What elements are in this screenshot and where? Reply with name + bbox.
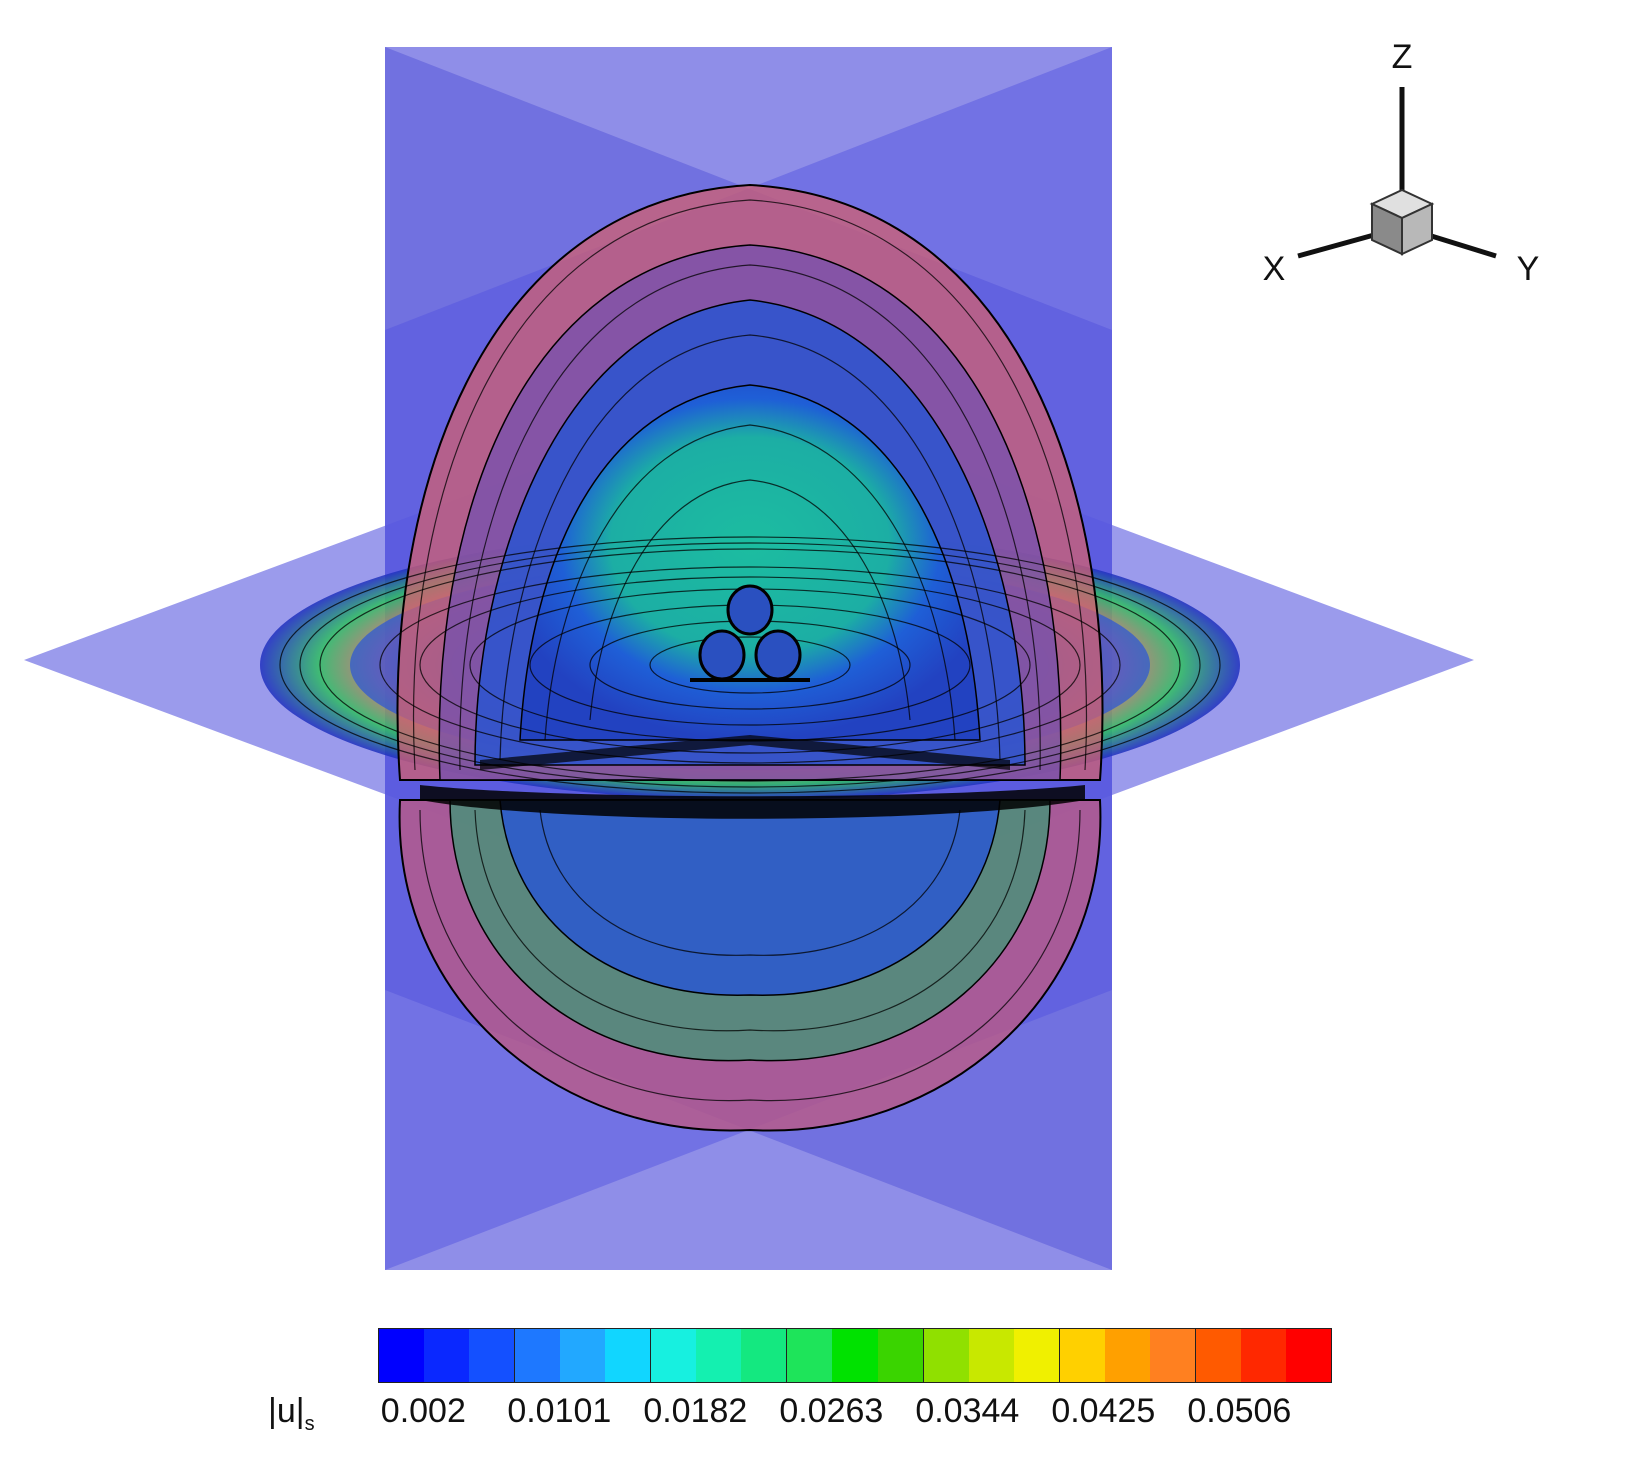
colorbar-tick-label: 0.0425 (1051, 1392, 1156, 1430)
colorbar-tick-label: 0.0101 (507, 1392, 612, 1430)
colorbar-swatch (1104, 1329, 1150, 1382)
axes-triad: Z X Y (1263, 38, 1540, 288)
colorbar-legend (378, 1328, 1332, 1383)
y-axis-label: Y (1517, 250, 1540, 288)
colorbar-swatch (605, 1329, 651, 1382)
core-region (519, 384, 981, 741)
colorbar-swatch (1194, 1329, 1241, 1382)
colorbar-swatch (968, 1329, 1014, 1382)
intersection-band-upper (480, 735, 1010, 770)
colorbar-variable-label: |u|s (268, 1392, 315, 1436)
colorbar-tick-label: 0.0506 (1187, 1392, 1292, 1430)
colorbar-swatch (1149, 1329, 1195, 1382)
colorbar-tick-label: 0.0182 (643, 1392, 748, 1430)
variable-name: |u| (268, 1392, 305, 1430)
colorbar-swatch (1285, 1329, 1331, 1382)
colorbar-swatch (1058, 1329, 1105, 1382)
colorbar-tick-label: 0.0263 (779, 1392, 884, 1430)
colorbar-swatch (832, 1329, 878, 1382)
colorbar-swatch (877, 1329, 923, 1382)
colorbar-swatch (514, 1329, 561, 1382)
colorbar-swatch (1013, 1329, 1059, 1382)
colorbar-swatch (469, 1329, 515, 1382)
colorbar-tick-label: 0.0344 (915, 1392, 1020, 1430)
lower-shell-inner (499, 799, 1001, 996)
central-singularity (690, 584, 810, 682)
colorbar-swatch (1240, 1329, 1286, 1382)
variable-subscript: s (304, 1412, 315, 1435)
colorbar-swatch (379, 1329, 425, 1382)
colorbar-swatch (424, 1329, 470, 1382)
intersection-band (420, 785, 1085, 819)
contour-lines (279, 199, 1221, 1102)
colorbar-swatch (741, 1329, 787, 1382)
x-axis-label: X (1263, 250, 1286, 288)
z-axis-label: Z (1392, 38, 1413, 76)
colorbar-tick-label: 0.002 (380, 1392, 466, 1430)
colorbar (378, 1328, 1332, 1383)
colorbar-swatch (560, 1329, 606, 1382)
colorbar-swatch (650, 1329, 697, 1382)
colorbar-swatch (786, 1329, 833, 1382)
colorbar-swatch (922, 1329, 969, 1382)
colorbar-swatch (696, 1329, 742, 1382)
